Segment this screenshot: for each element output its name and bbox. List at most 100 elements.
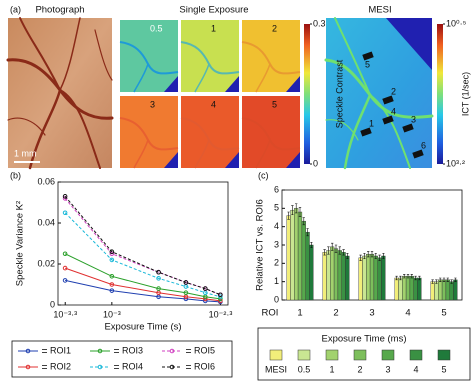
error-bar bbox=[454, 277, 457, 282]
exposure-image bbox=[181, 96, 239, 168]
error-bar bbox=[395, 275, 398, 281]
image-corner bbox=[225, 152, 239, 168]
image-corner bbox=[164, 152, 178, 168]
bar bbox=[398, 277, 403, 301]
y-tick-label: 0.04 bbox=[37, 217, 55, 227]
bar bbox=[366, 253, 371, 301]
scale-bar-label: 1 mm bbox=[14, 148, 37, 158]
bar bbox=[345, 255, 350, 301]
data-point bbox=[156, 290, 161, 296]
data-point bbox=[218, 296, 223, 302]
bar bbox=[369, 253, 375, 301]
data-point bbox=[183, 290, 189, 296]
error-bar bbox=[378, 254, 381, 261]
data-point bbox=[109, 282, 115, 287]
bar bbox=[362, 255, 367, 301]
error-bar bbox=[370, 251, 374, 258]
data-point bbox=[62, 265, 68, 271]
data-point bbox=[218, 292, 223, 298]
colorbar-label: 0.3 bbox=[313, 18, 326, 28]
legend-swatch bbox=[269, 349, 283, 361]
legend-label: ROI5 bbox=[194, 345, 215, 355]
bar bbox=[405, 275, 411, 301]
vessel bbox=[255, 63, 271, 93]
legend-marker bbox=[169, 348, 175, 354]
data-point bbox=[109, 288, 115, 293]
legend-label: 3 bbox=[385, 364, 390, 374]
y-tick-label: 0.02 bbox=[37, 258, 55, 268]
data-point bbox=[156, 276, 161, 281]
error-bar bbox=[410, 274, 413, 279]
roi-label: 2 bbox=[391, 86, 396, 96]
y-axis-label: Speckle Variance K² bbox=[15, 201, 26, 286]
vessel bbox=[133, 63, 149, 93]
series-line bbox=[64, 196, 221, 296]
vessel bbox=[133, 139, 149, 169]
bar bbox=[305, 231, 310, 301]
error-bar bbox=[439, 277, 442, 282]
data-point bbox=[109, 257, 115, 263]
x-tick-label: 4 bbox=[405, 308, 410, 319]
bar bbox=[445, 279, 450, 301]
series-line bbox=[64, 253, 221, 300]
legend-label: ROI2 bbox=[50, 361, 71, 371]
error-bar bbox=[374, 252, 377, 260]
legend-swatch bbox=[297, 349, 311, 361]
bar bbox=[417, 277, 422, 301]
x-tick-label: 1 bbox=[297, 308, 302, 319]
roi-label: 6 bbox=[421, 140, 426, 150]
data-point bbox=[62, 251, 68, 257]
bar bbox=[409, 275, 414, 301]
legend-marker bbox=[25, 364, 31, 370]
legend-label: 1 bbox=[329, 364, 334, 374]
bar bbox=[301, 220, 306, 301]
data-point bbox=[218, 294, 223, 300]
legend-label: ROI1 bbox=[50, 345, 71, 355]
x-tick-label: 10⁻²·³ bbox=[209, 309, 233, 319]
data-point bbox=[109, 249, 115, 254]
data-point bbox=[109, 274, 115, 279]
tile-label: 0.5 bbox=[150, 23, 163, 33]
error-bar bbox=[446, 277, 449, 282]
roi-box bbox=[360, 127, 372, 137]
legend-swatch bbox=[437, 349, 451, 361]
data-point bbox=[62, 278, 68, 283]
bar bbox=[394, 277, 399, 301]
error-bar bbox=[306, 228, 309, 237]
legend-box bbox=[11, 340, 233, 378]
tile-label: 4 bbox=[211, 99, 216, 109]
bar bbox=[434, 281, 439, 301]
legend-label: 2 bbox=[357, 364, 362, 374]
colorbar bbox=[304, 24, 310, 164]
bar bbox=[326, 250, 331, 301]
series-line bbox=[64, 212, 221, 298]
y-tick-label: 0.06 bbox=[37, 176, 55, 186]
roi-label: 1 bbox=[369, 118, 374, 128]
y-tick-label: 2 bbox=[274, 258, 279, 268]
error-bar bbox=[367, 251, 370, 258]
error-bar bbox=[287, 211, 290, 220]
bar bbox=[294, 208, 299, 301]
bar bbox=[449, 281, 454, 301]
tile-label: 5 bbox=[272, 99, 277, 109]
data-point bbox=[62, 194, 68, 199]
data-point bbox=[203, 290, 208, 296]
error-bar bbox=[295, 203, 298, 214]
legend-swatch bbox=[381, 349, 395, 361]
error-bar bbox=[450, 279, 453, 284]
error-bar bbox=[442, 277, 446, 282]
error-bar bbox=[414, 275, 417, 281]
bar bbox=[309, 244, 314, 301]
bar bbox=[286, 215, 291, 301]
error-bar bbox=[298, 207, 302, 217]
image-corner bbox=[164, 76, 178, 92]
x-tick-label: 10⁻³·³ bbox=[53, 309, 77, 319]
bar bbox=[441, 279, 447, 301]
error-bar bbox=[302, 217, 305, 226]
panel-title: Photograph bbox=[35, 5, 84, 16]
bar bbox=[290, 209, 295, 301]
image-corner bbox=[225, 76, 239, 92]
x-axis-label: ROI bbox=[262, 308, 279, 319]
legend-label: ROI6 bbox=[194, 361, 215, 371]
bar bbox=[322, 252, 327, 301]
